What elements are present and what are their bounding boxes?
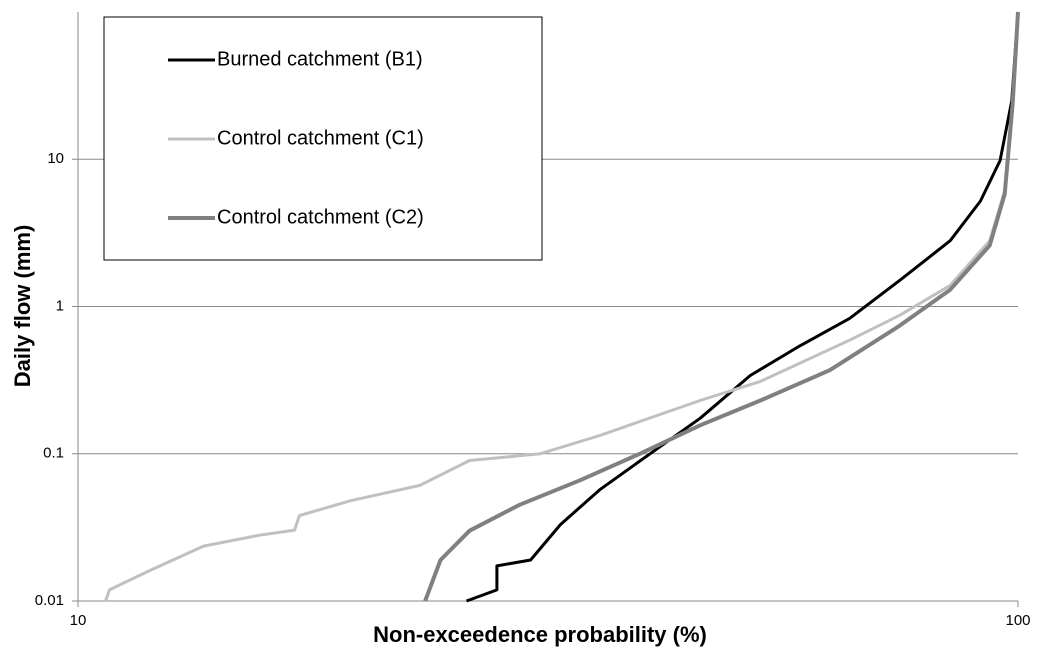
y-axis-title: Daily flow (mm) bbox=[10, 225, 35, 388]
y-tick-label: 10 bbox=[47, 150, 64, 167]
x-tick-label: 100 bbox=[1005, 612, 1030, 629]
legend-label: Control catchment (C2) bbox=[217, 206, 424, 228]
x-tick-label: 10 bbox=[70, 612, 87, 629]
series-line bbox=[423, 11, 1020, 602]
y-tick-label: 1 bbox=[56, 297, 64, 314]
y-tick-label: 0.1 bbox=[43, 445, 64, 462]
y-tick-label: 0.01 bbox=[35, 592, 64, 609]
legend-label: Control catchment (C1) bbox=[217, 127, 424, 149]
series-line bbox=[104, 11, 1020, 602]
series-line bbox=[465, 11, 1020, 603]
x-axis-title: Non-exceedence probability (%) bbox=[373, 622, 707, 647]
legend-label: Burned catchment (B1) bbox=[217, 48, 423, 70]
